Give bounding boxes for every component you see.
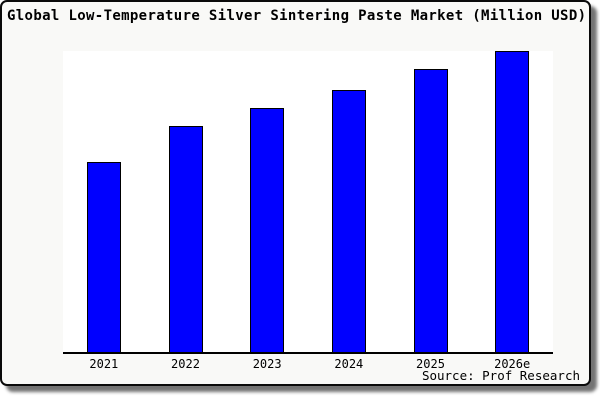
chart-card: Global Low-Temperature Silver Sintering … [0, 0, 591, 386]
x-tick-label-2026e: 2026e [494, 357, 531, 371]
x-axis-line [63, 352, 553, 354]
x-tick-label-2023: 2023 [252, 357, 282, 371]
bar-2026e [495, 51, 530, 352]
chart-title: Global Low-Temperature Silver Sintering … [7, 8, 587, 24]
bar-2023 [250, 108, 285, 352]
x-tick-label-2021: 2021 [89, 357, 119, 371]
x-tick-label-2022: 2022 [171, 357, 200, 371]
bar-2025 [413, 69, 448, 352]
x-tick-label-2025: 2025 [416, 357, 445, 371]
source-note: Source: Prof Research [421, 368, 580, 383]
bar-2021 [86, 162, 121, 352]
plot-area [63, 51, 553, 354]
x-tick-label-2024: 2024 [334, 357, 364, 371]
bar-2024 [331, 90, 366, 352]
bar-2022 [168, 126, 203, 352]
